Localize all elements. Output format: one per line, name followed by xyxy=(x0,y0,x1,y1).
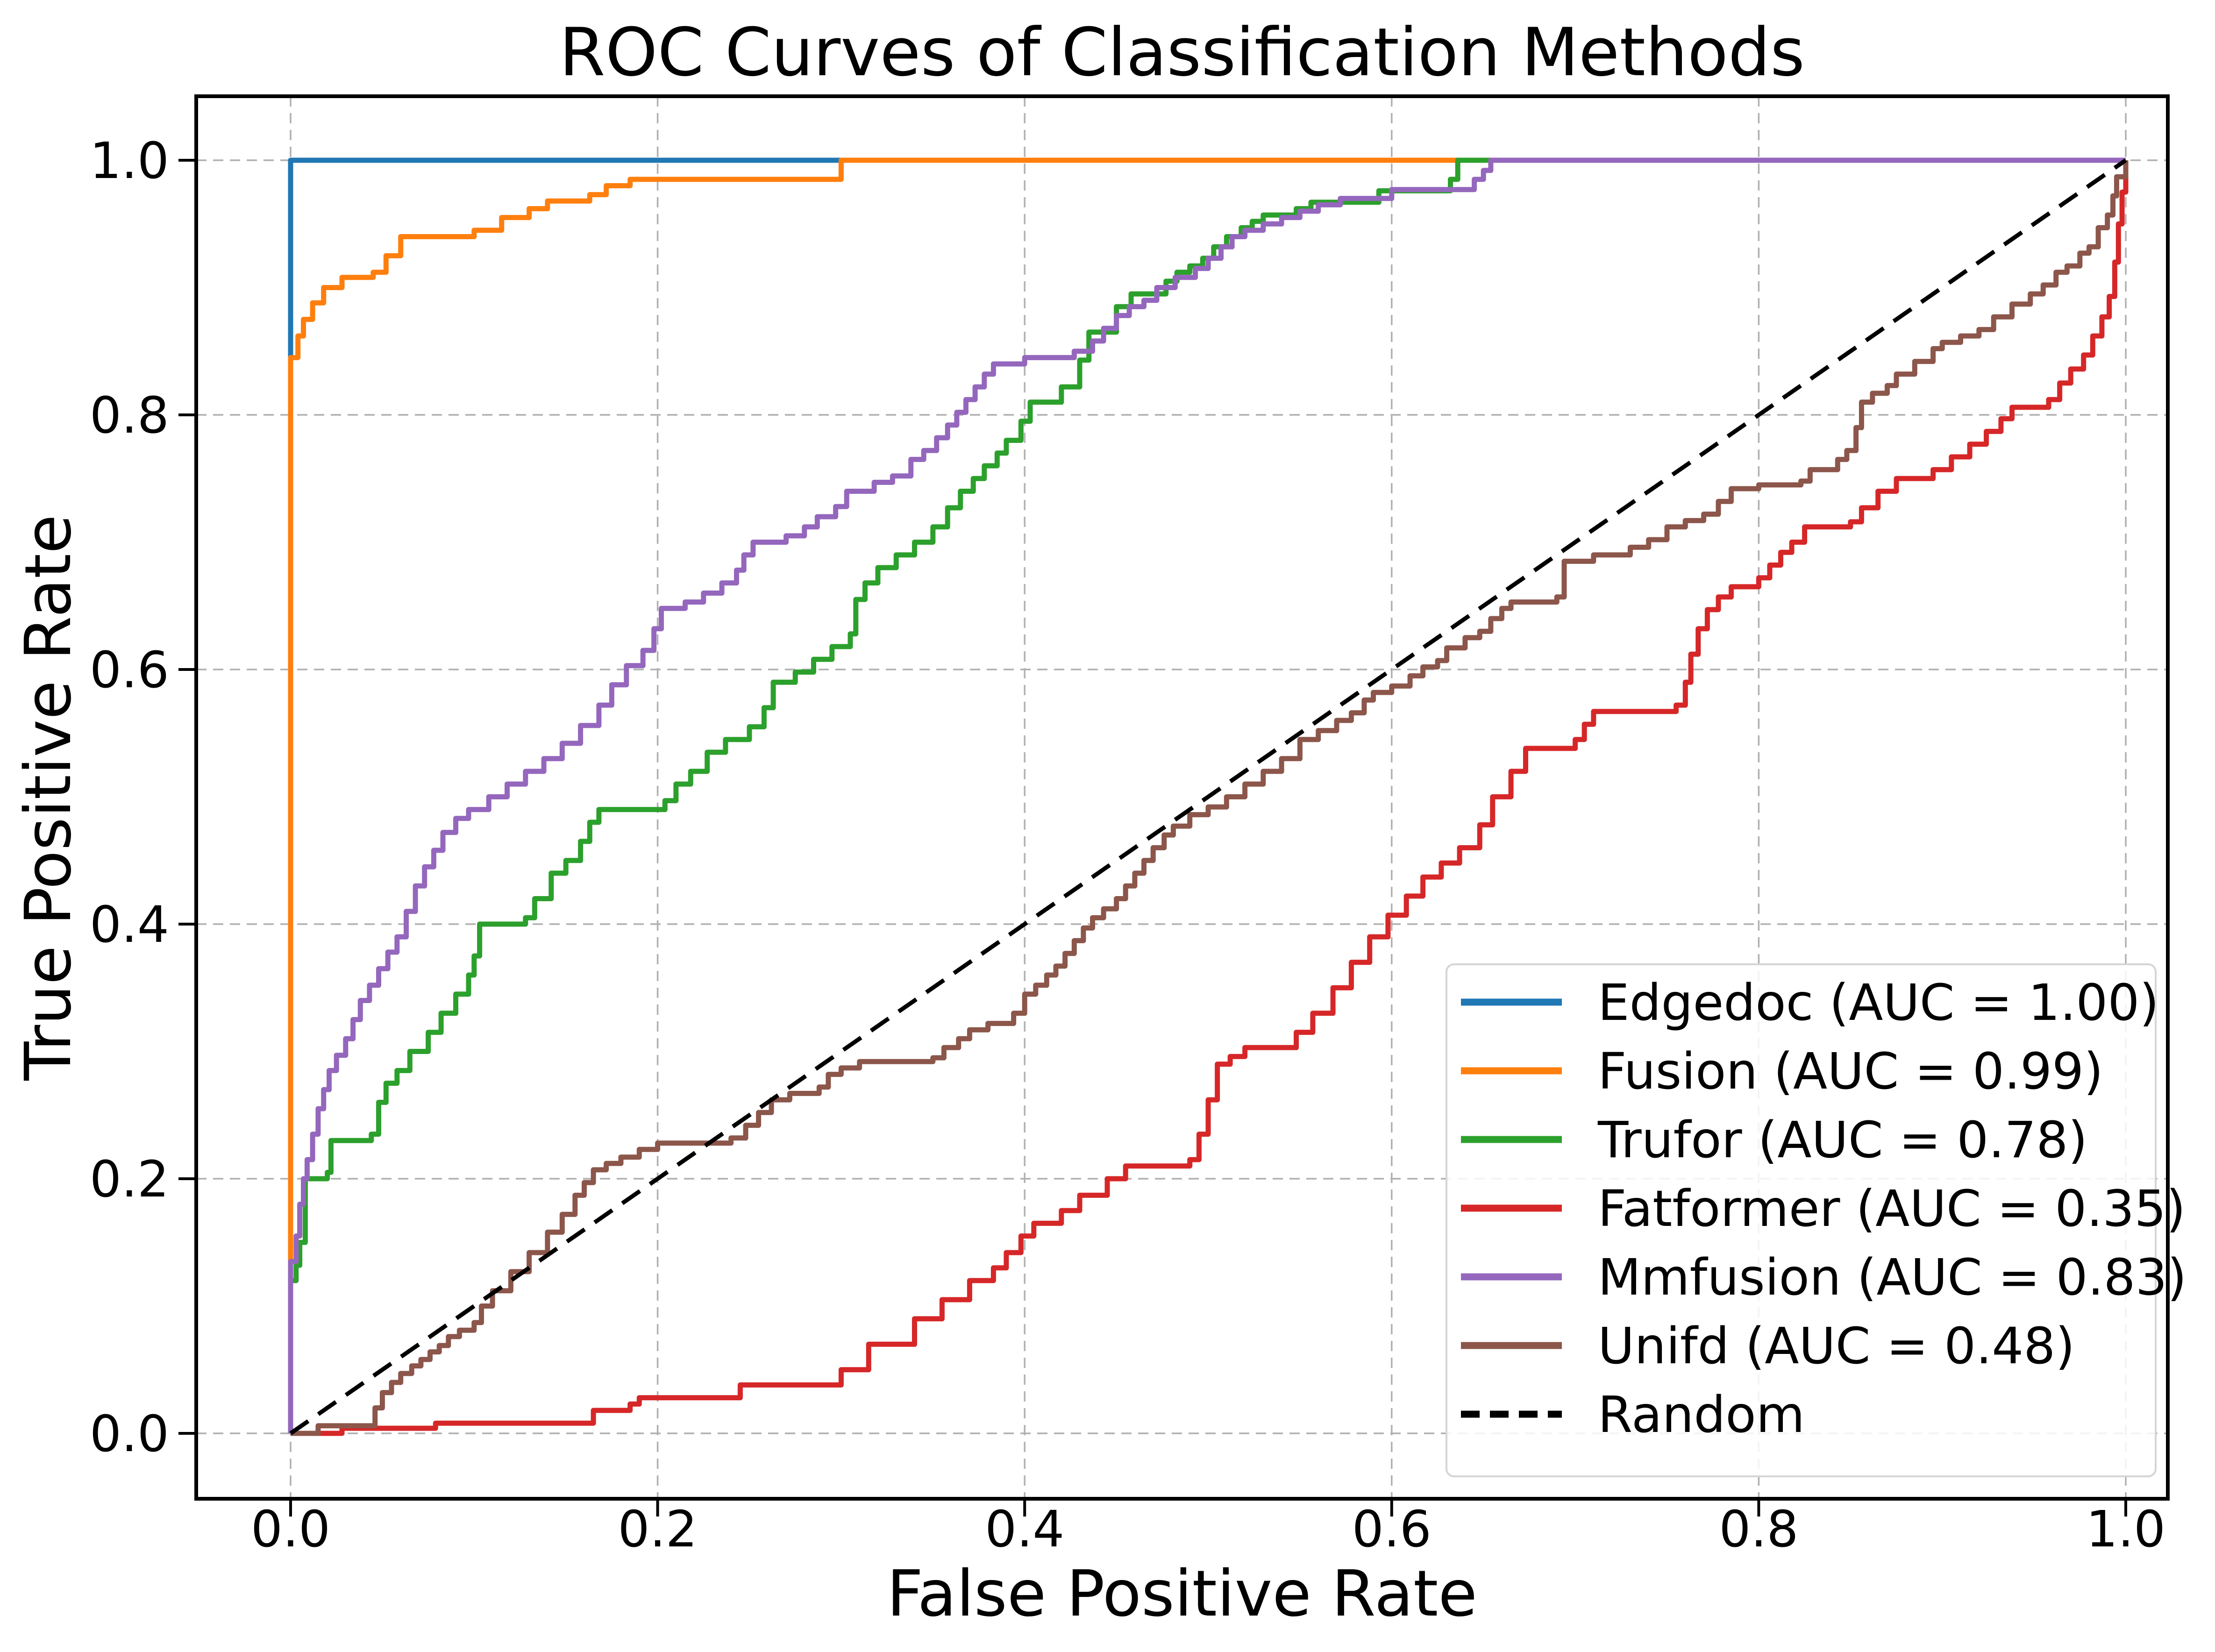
curve-random xyxy=(289,158,2127,1435)
legend-row-fusion: Fusion (AUC = 0.99) xyxy=(1461,1043,2103,1101)
legend-row-trufor: Trufor (AUC = 0.78) xyxy=(1461,1111,2087,1169)
y-tick-label-0.4: 0.4 xyxy=(90,896,169,954)
x-tick-label-0.0: 0.0 xyxy=(251,1501,330,1559)
chart-title: ROC Curves of Classification Methods xyxy=(559,14,1805,91)
y-tick-label-0.6: 0.6 xyxy=(90,641,169,699)
legend-label-fatformer: Fatformer (AUC = 0.35) xyxy=(1598,1180,2186,1238)
curve-mmfusion xyxy=(288,157,2126,1433)
x-tick-label-0.6: 0.6 xyxy=(1352,1501,1432,1559)
x-tick-label-0.8: 0.8 xyxy=(1719,1501,1798,1559)
legend-row-random: Random xyxy=(1461,1386,1805,1444)
legend-row-mmfusion: Mmfusion (AUC = 0.83) xyxy=(1461,1249,2187,1307)
ticks-layer xyxy=(178,159,2127,1517)
legend-label-mmfusion: Mmfusion (AUC = 0.83) xyxy=(1598,1249,2187,1307)
legend-label-fusion: Fusion (AUC = 0.99) xyxy=(1598,1043,2103,1101)
y-tick-label-1.0: 1.0 xyxy=(90,132,169,190)
y-tick-label-0.2: 0.2 xyxy=(90,1151,169,1209)
x-tick-label-1.0: 1.0 xyxy=(2086,1501,2165,1559)
y-axis-label: True Positive Rate xyxy=(12,514,85,1081)
curves-layer xyxy=(288,157,2129,1436)
curve-fatformer xyxy=(291,160,2129,1436)
plot-border xyxy=(194,94,2170,1501)
legend-label-edgedoc: Edgedoc (AUC = 1.00) xyxy=(1598,974,2159,1032)
legend-label-trufor: Trufor (AUC = 0.78) xyxy=(1597,1111,2087,1169)
curve-fusion xyxy=(288,157,2126,1433)
y-tick-label-0.8: 0.8 xyxy=(90,387,169,445)
y-tick-label-0.0: 0.0 xyxy=(90,1405,169,1463)
legend: Edgedoc (AUC = 1.00) Fusion (AUC = 0.99) T… xyxy=(1446,963,2187,1477)
x-tick-label-0.4: 0.4 xyxy=(985,1501,1064,1559)
legend-row-edgedoc: Edgedoc (AUC = 1.00) xyxy=(1461,974,2159,1032)
legend-label-unifd: Unifd (AUC = 0.48) xyxy=(1598,1317,2075,1375)
legend-row-unifd: Unifd (AUC = 0.48) xyxy=(1461,1317,2075,1375)
legend-label-random: Random xyxy=(1598,1386,1805,1444)
curve-trufor xyxy=(288,157,2126,1433)
x-axis-label: False Positive Rate xyxy=(887,1557,1477,1631)
x-tick-label-0.2: 0.2 xyxy=(618,1501,698,1559)
curve-unifd xyxy=(291,160,2129,1436)
legend-box xyxy=(1446,963,2157,1477)
tick-labels-layer: 0.0 0.2 0.4 0.6 0.8 1.0 0.0 0.2 0.4 0.6 0.8 1.0 xyxy=(90,132,2165,1559)
legend-row-fatformer: Fatformer (AUC = 0.35) xyxy=(1461,1180,2186,1238)
